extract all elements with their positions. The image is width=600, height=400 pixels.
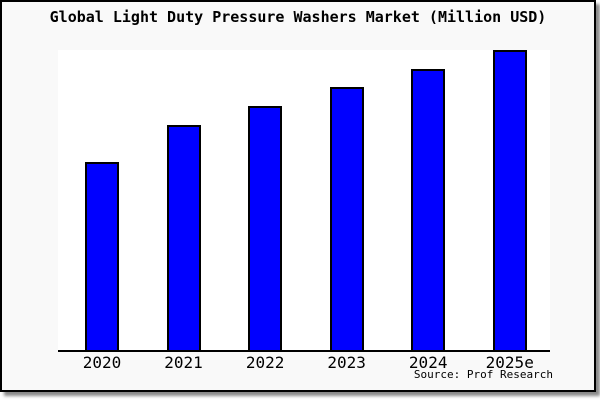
x-tick-2022: 2022 [245,353,285,372]
x-tick-2020: 2020 [82,353,122,372]
bar-2021 [166,125,201,350]
x-axis-labels: 2020 2021 2022 2023 2024 2025e [58,354,550,374]
bar-2022 [248,106,283,350]
chart-title: Global Light Duty Pressure Washers Marke… [49,8,547,26]
source-credit: Source: Prof Research [413,368,553,381]
bar-2023 [329,86,364,350]
bar-2020 [85,161,119,350]
plot-area [58,50,550,352]
bar-2025e [492,50,527,350]
x-tick-2023: 2023 [327,353,366,372]
x-tick-2025e: 2025e [485,353,534,372]
chart-frame: Global Light Duty Pressure Washers Marke… [0,0,596,392]
bar-2024 [411,68,446,350]
x-tick-2024: 2024 [408,353,448,372]
x-tick-2021: 2021 [164,353,203,372]
